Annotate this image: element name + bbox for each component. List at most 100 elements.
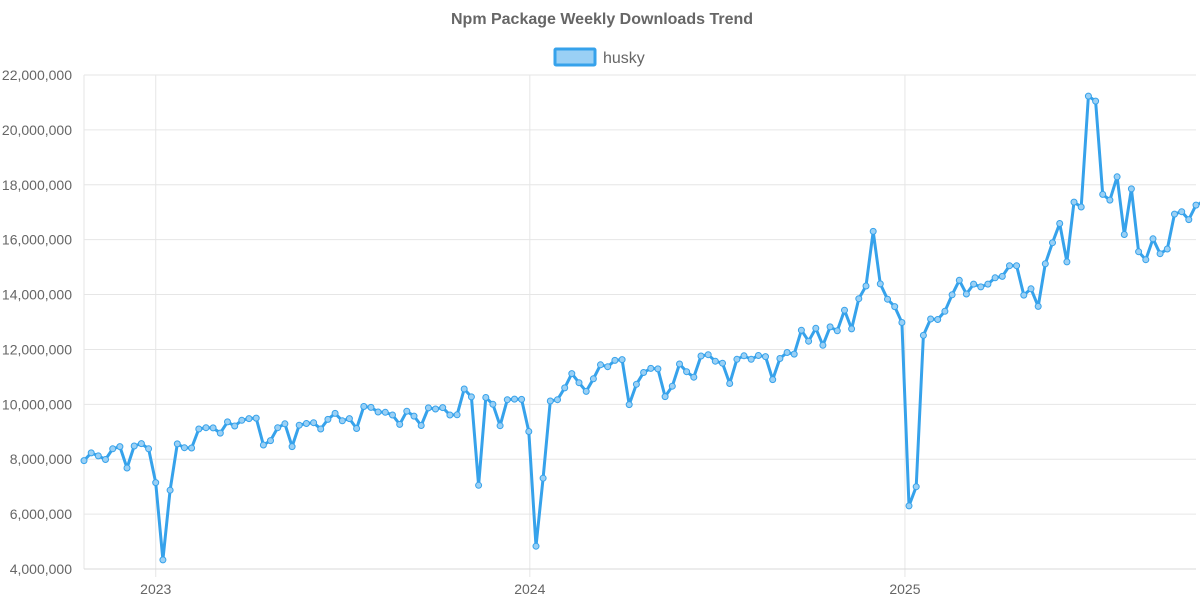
data-point[interactable]: [726, 380, 734, 387]
data-point[interactable]: [453, 411, 461, 419]
data-point[interactable]: [848, 325, 856, 333]
data-point[interactable]: [439, 404, 447, 412]
data-point[interactable]: [1027, 285, 1035, 293]
data-point[interactable]: [389, 411, 396, 419]
data-point[interactable]: [941, 307, 949, 315]
data-point[interactable]: [898, 319, 906, 326]
data-point[interactable]: [927, 315, 935, 323]
data-point[interactable]: [826, 323, 834, 331]
data-point[interactable]: [805, 337, 813, 345]
data-point[interactable]: [676, 360, 683, 368]
data-point[interactable]: [1113, 173, 1121, 181]
data-point[interactable]: [704, 351, 712, 359]
data-point[interactable]: [489, 400, 497, 408]
data-point[interactable]: [546, 397, 554, 405]
data-point[interactable]: [424, 404, 432, 412]
data-point[interactable]: [338, 417, 346, 425]
data-point[interactable]: [841, 306, 848, 314]
data-point[interactable]: [884, 295, 891, 303]
data-point[interactable]: [123, 464, 131, 472]
data-point[interactable]: [711, 357, 719, 365]
data-point[interactable]: [87, 449, 95, 457]
data-point[interactable]: [697, 352, 705, 360]
data-point[interactable]: [962, 290, 970, 298]
data-point[interactable]: [496, 422, 504, 430]
data-point[interactable]: [647, 364, 655, 372]
data-point[interactable]: [1127, 185, 1135, 193]
data-point[interactable]: [554, 396, 561, 404]
data-point[interactable]: [281, 420, 289, 428]
data-point[interactable]: [166, 486, 174, 494]
data-point[interactable]: [1163, 245, 1171, 253]
data-point[interactable]: [1049, 239, 1056, 247]
data-point[interactable]: [661, 393, 669, 401]
data-point[interactable]: [202, 424, 210, 432]
data-point[interactable]: [396, 420, 404, 428]
data-point[interactable]: [654, 365, 662, 373]
data-point[interactable]: [159, 556, 167, 564]
data-point[interactable]: [719, 359, 726, 367]
data-point[interactable]: [561, 384, 569, 392]
data-point[interactable]: [776, 355, 784, 362]
data-point[interactable]: [353, 425, 361, 432]
data-point[interactable]: [511, 395, 518, 403]
data-point[interactable]: [1099, 190, 1107, 198]
data-point[interactable]: [331, 409, 339, 417]
data-point[interactable]: [984, 280, 992, 288]
data-point[interactable]: [317, 425, 325, 433]
data-point[interactable]: [1077, 203, 1085, 211]
data-point[interactable]: [231, 422, 239, 430]
data-point[interactable]: [589, 375, 597, 383]
legend[interactable]: husky: [553, 47, 645, 67]
data-point[interactable]: [137, 440, 145, 448]
data-point[interactable]: [912, 483, 920, 491]
data-point[interactable]: [568, 370, 576, 378]
data-point[interactable]: [367, 403, 375, 411]
data-point[interactable]: [102, 456, 109, 463]
data-point[interactable]: [604, 363, 612, 371]
data-point[interactable]: [876, 280, 884, 288]
legend-label-husky[interactable]: husky: [603, 50, 645, 67]
data-point[interactable]: [403, 407, 411, 415]
data-point[interactable]: [238, 416, 246, 424]
data-point[interactable]: [475, 481, 483, 489]
data-point[interactable]: [180, 444, 188, 452]
data-point[interactable]: [905, 502, 913, 510]
data-point[interactable]: [360, 403, 368, 410]
data-point[interactable]: [862, 282, 870, 290]
data-point[interactable]: [80, 457, 88, 465]
data-point[interactable]: [195, 425, 203, 433]
data-point[interactable]: [1178, 208, 1186, 216]
data-point[interactable]: [267, 437, 274, 445]
data-point[interactable]: [611, 356, 619, 364]
data-point[interactable]: [109, 445, 117, 453]
data-point[interactable]: [1156, 250, 1164, 258]
data-point[interactable]: [582, 387, 590, 395]
data-point[interactable]: [173, 440, 181, 448]
data-point[interactable]: [374, 408, 382, 416]
data-point[interactable]: [1185, 216, 1193, 224]
data-point[interactable]: [417, 422, 425, 429]
data-point[interactable]: [345, 415, 353, 423]
data-point[interactable]: [991, 274, 999, 282]
data-point[interactable]: [259, 441, 267, 449]
data-point[interactable]: [1006, 262, 1013, 270]
data-point[interactable]: [288, 443, 296, 451]
data-point[interactable]: [188, 444, 196, 452]
data-point[interactable]: [597, 361, 604, 369]
data-point[interactable]: [539, 474, 547, 482]
data-point[interactable]: [1013, 262, 1021, 270]
data-point[interactable]: [1020, 291, 1028, 299]
data-point[interactable]: [482, 394, 490, 401]
data-point[interactable]: [1135, 248, 1143, 256]
data-point[interactable]: [1106, 196, 1114, 204]
data-point[interactable]: [145, 445, 153, 453]
data-point[interactable]: [740, 352, 748, 360]
data-point[interactable]: [302, 420, 310, 427]
data-point[interactable]: [1120, 231, 1128, 238]
data-point[interactable]: [977, 283, 985, 291]
data-point[interactable]: [575, 379, 583, 387]
data-point[interactable]: [683, 368, 691, 376]
data-point[interactable]: [934, 316, 942, 323]
data-point[interactable]: [1142, 256, 1150, 264]
